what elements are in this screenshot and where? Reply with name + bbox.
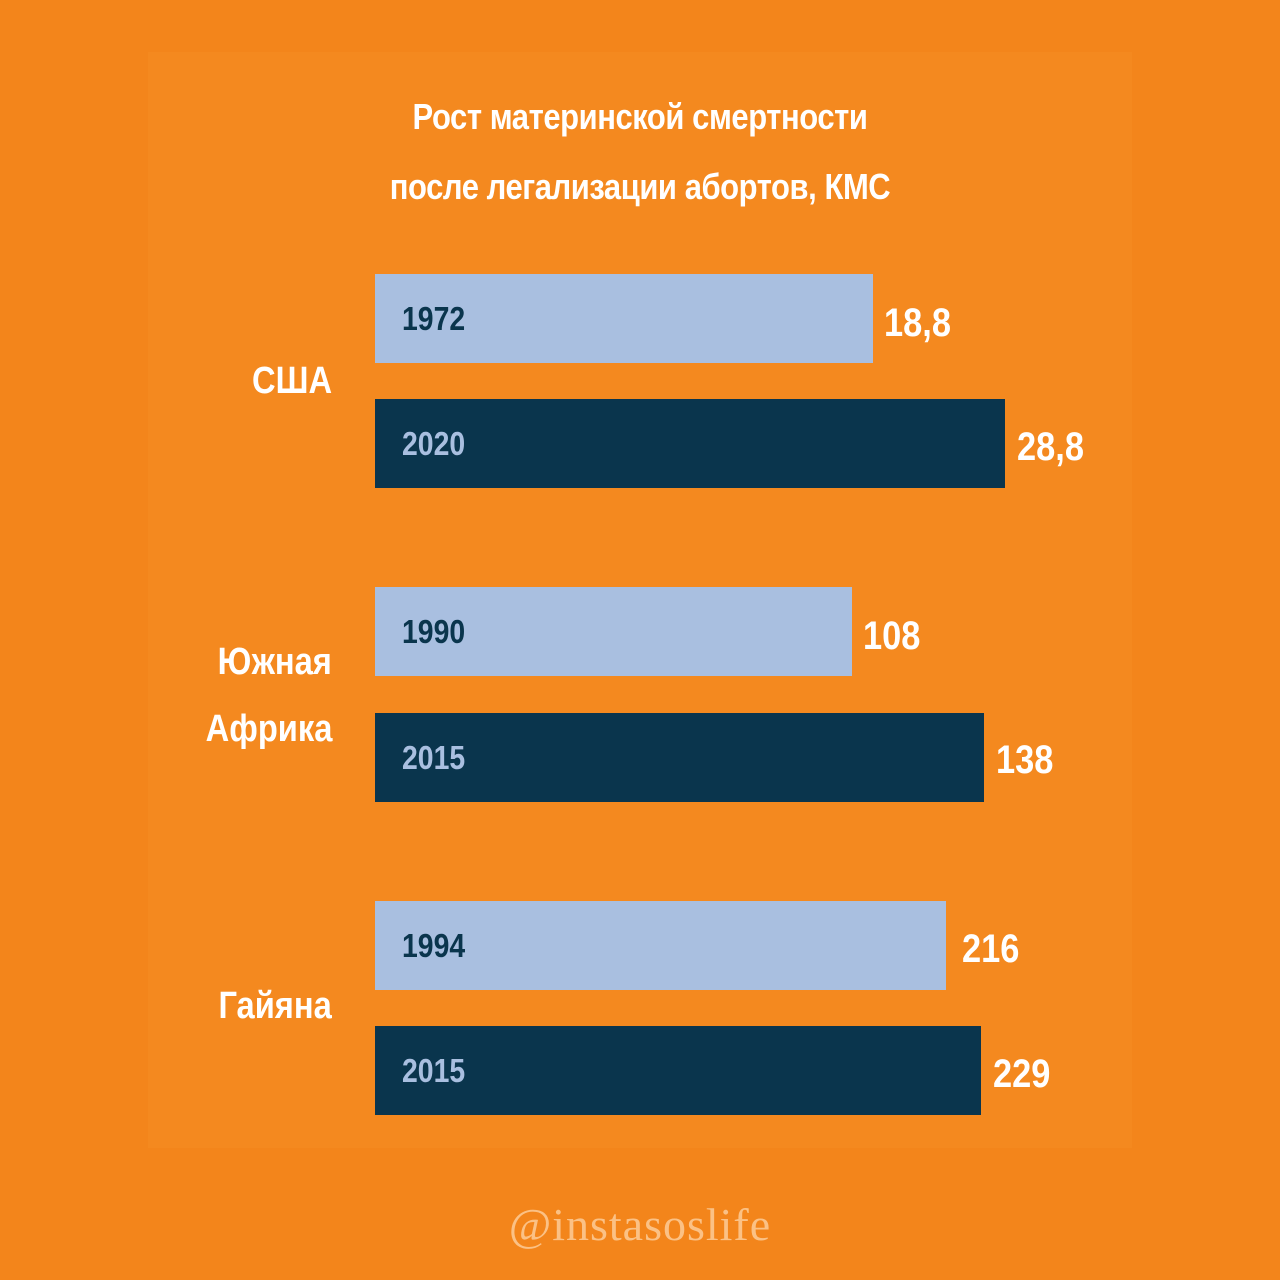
chart-title-line-2: после легализации абортов, КМС [389,166,891,207]
bar-value-south-africa-before: 108 [863,614,921,658]
bar-year-label: 1972 [402,300,466,337]
bar-value-guyana-before: 216 [962,927,1020,971]
bar-year-label: 2015 [402,739,466,776]
bar-guyana-after: 2015 [375,1026,981,1115]
country-label-guyana: Гайяна [218,985,332,1027]
chart-title-line-1: Рост материнской смертности [412,96,868,137]
bar-value-usa-after: 28,8 [1017,425,1084,469]
bar-year-label: 2020 [402,425,466,462]
chart-title: Рост материнской смертности после легали… [90,82,1191,222]
country-label-south-africa-line-1: Южная [217,641,332,683]
bar-value-usa-before: 18,8 [884,301,951,345]
bar-year-label: 1990 [402,613,466,650]
bar-value-south-africa-after: 138 [996,738,1054,782]
bar-year-label: 1994 [402,927,466,964]
bar-year-label: 2015 [402,1052,466,1089]
bar-value-guyana-after: 229 [993,1052,1051,1096]
bar-usa-before: 1972 [375,274,873,363]
bar-south-africa-after: 2015 [375,713,984,802]
bar-south-africa-before: 1990 [375,587,852,676]
country-label-south-africa-line-2: Африка [205,708,332,750]
watermark: @instasoslife [508,1199,772,1250]
bar-guyana-before: 1994 [375,901,946,990]
country-label-usa: США [251,360,332,402]
bar-usa-after: 2020 [375,399,1005,488]
